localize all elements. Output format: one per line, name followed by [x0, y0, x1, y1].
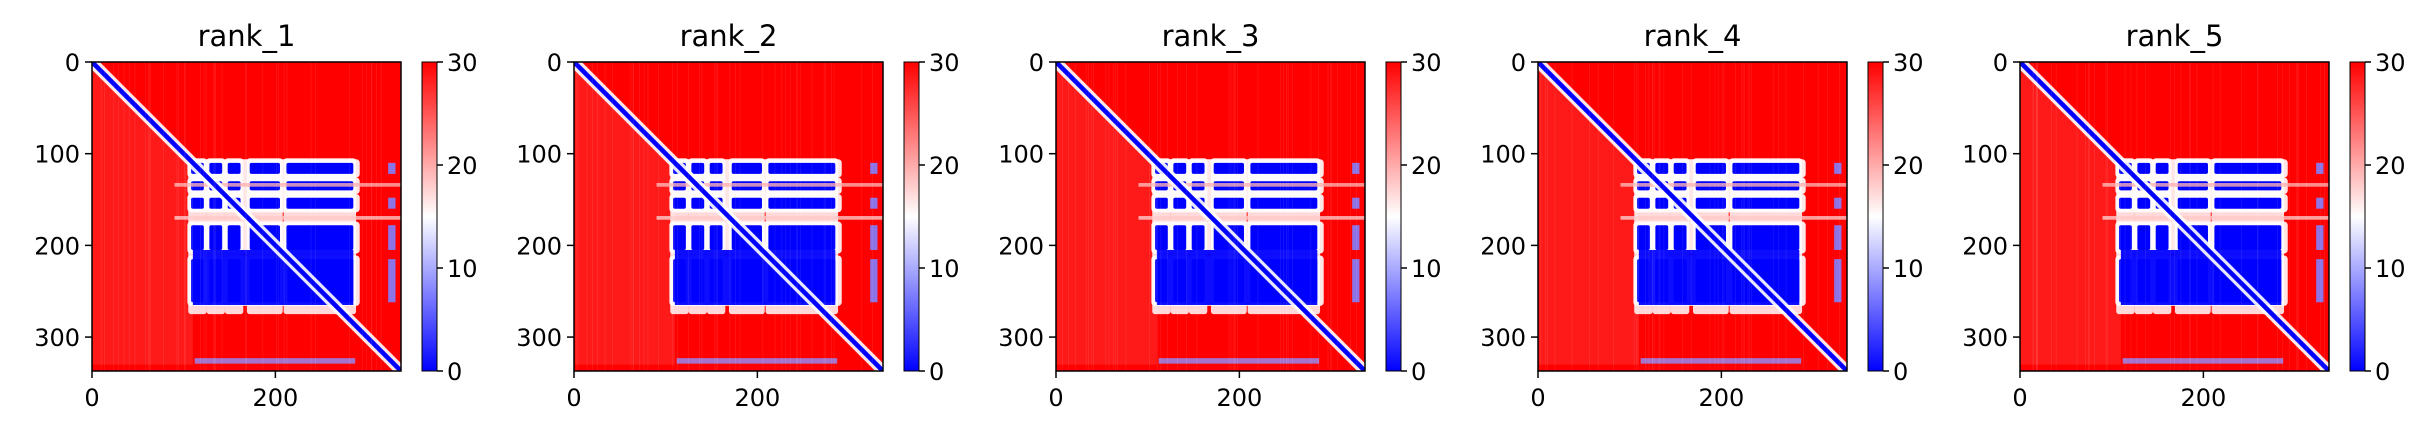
y-tick-label: 200	[516, 232, 562, 260]
axes-frame	[91, 61, 402, 372]
axes-frame	[1055, 61, 1366, 372]
panel-3: rank_3 0 100 200 300 0 200 0 10 20 30	[998, 19, 1441, 412]
y-tick-label: 200	[1962, 232, 2008, 260]
colorbar-tick-label: 10	[929, 255, 960, 283]
colorbar	[1867, 61, 1884, 372]
colorbar-tick-label: 0	[447, 358, 462, 386]
y-tick-label: 200	[998, 232, 1044, 260]
axes-frame	[1537, 61, 1848, 372]
heatmap-image	[1056, 62, 1365, 371]
y-tick-label: 200	[1480, 232, 1526, 260]
colorbar-tick-label: 10	[1411, 255, 1442, 283]
y-tick-label: 300	[1480, 324, 1526, 352]
y-tick-label: 100	[1480, 141, 1526, 169]
y-tick-label: 0	[1511, 49, 1526, 77]
x-tick-label: 0	[84, 384, 99, 412]
heatmap-fill	[1538, 62, 1847, 371]
colorbar-tick-label: 30	[2375, 49, 2406, 77]
y-tick-label: 300	[516, 324, 562, 352]
colorbar-tick-label: 0	[929, 358, 944, 386]
y-tick-label: 0	[547, 49, 562, 77]
colorbar-tick-label: 10	[2375, 255, 2406, 283]
panel-title: rank_1	[198, 19, 296, 53]
colorbar-tick-label: 30	[1893, 49, 1924, 77]
y-tick-label: 0	[65, 49, 80, 77]
colorbar-tick-label: 30	[1411, 49, 1442, 77]
y-tick-label: 300	[998, 324, 1044, 352]
heatmap-fill	[574, 62, 883, 371]
colorbar-tick-label: 10	[447, 255, 478, 283]
panel-title: rank_5	[2126, 19, 2224, 53]
heatmap-image	[574, 62, 883, 371]
colorbar-tick-label: 10	[1893, 255, 1924, 283]
y-tick-label: 100	[998, 141, 1044, 169]
colorbar-tick-label: 20	[929, 152, 960, 180]
x-tick-label: 200	[1216, 384, 1262, 412]
y-tick-label: 100	[1962, 141, 2008, 169]
colorbar-tick-label: 20	[447, 152, 478, 180]
colorbar	[1385, 61, 1402, 372]
colorbar-tick-label: 0	[2375, 358, 2390, 386]
y-tick-label: 100	[34, 141, 80, 169]
y-tick-label: 200	[34, 232, 80, 260]
y-tick-label: 300	[1962, 324, 2008, 352]
panel-title: rank_3	[1162, 19, 1260, 53]
colorbar-tick-label: 30	[929, 49, 960, 77]
x-tick-label: 0	[566, 384, 581, 412]
x-tick-label: 200	[1698, 384, 1744, 412]
y-tick-label: 300	[34, 324, 80, 352]
x-tick-label: 0	[1048, 384, 1063, 412]
panel-title: rank_4	[1644, 19, 1742, 53]
x-tick-label: 200	[2180, 384, 2226, 412]
x-tick-label: 200	[734, 384, 780, 412]
x-tick-label: 200	[252, 384, 298, 412]
y-tick-label: 0	[1993, 49, 2008, 77]
panel-4: rank_4 0 100 200 300 0 200 0 10 20 30	[1480, 19, 1923, 412]
axes-frame	[2019, 61, 2330, 372]
heatmap-fill	[92, 62, 401, 371]
colorbar-tick-label: 20	[1893, 152, 1924, 180]
heatmap-image	[2020, 62, 2329, 371]
colorbar-tick-label: 20	[1411, 152, 1442, 180]
colorbar-tick-label: 0	[1893, 358, 1908, 386]
panel-5: rank_5 0 100 200 300 0 200 0 10 20 30	[1962, 19, 2405, 412]
colorbar	[421, 61, 438, 372]
heatmap-fill	[1056, 62, 1365, 371]
x-tick-label: 0	[2012, 384, 2027, 412]
panel-title: rank_2	[680, 19, 778, 53]
x-tick-label: 0	[1530, 384, 1545, 412]
colorbar	[2349, 61, 2366, 372]
heatmap-image	[1538, 62, 1847, 371]
axes-frame	[573, 61, 884, 372]
y-tick-label: 0	[1029, 49, 1044, 77]
heatmap-fill	[2020, 62, 2329, 371]
colorbar-tick-label: 30	[447, 49, 478, 77]
panel-1: rank_1 0 100 200 300 0 200 0 10 20 30	[34, 19, 477, 412]
panel-2: rank_2 0 100 200 300 0 200 0 10 20 30	[516, 19, 959, 412]
colorbar-tick-label: 0	[1411, 358, 1426, 386]
colorbar-tick-label: 20	[2375, 152, 2406, 180]
heatmap-image	[92, 62, 401, 371]
colorbar	[903, 61, 920, 372]
y-tick-label: 100	[516, 141, 562, 169]
